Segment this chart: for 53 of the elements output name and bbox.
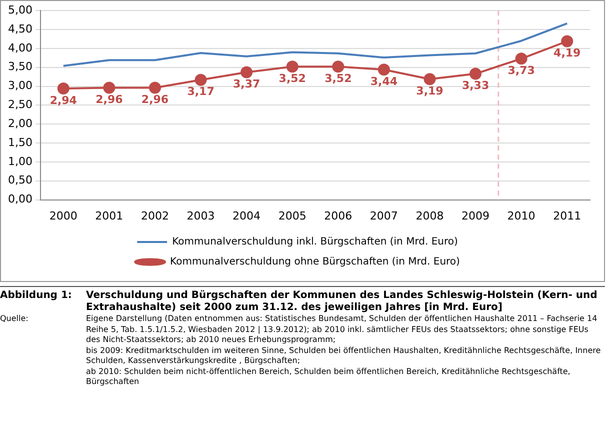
data-label: 2,96 (141, 93, 169, 106)
y-tick-label: 0,50 (8, 174, 32, 187)
y-tick-label: 4,00 (8, 41, 32, 54)
y-tick-label: 2,50 (8, 98, 32, 112)
x-tick-label: 2005 (278, 209, 306, 222)
point (103, 82, 116, 94)
x-tick-label: 2009 (462, 209, 490, 222)
legend-label: Kommunalverschuldung inkl. Bürgschaften (in Mrd. Euro) (172, 236, 458, 248)
point (470, 68, 482, 80)
data-label: 3,52 (278, 72, 306, 85)
x-tick-label: 2001 (95, 209, 124, 222)
point (332, 60, 344, 73)
data-label: 3,37 (232, 78, 260, 91)
point (515, 52, 528, 65)
x-tick-label: 2000 (49, 209, 78, 222)
y-tick-label: 3,00 (8, 79, 32, 92)
point (57, 82, 70, 95)
legend-label: Kommunalverschuldung ohne Bürgschaften (in Mrd. Euro) (170, 256, 460, 268)
data-label: 3,17 (187, 85, 214, 98)
x-tick-label: 2004 (232, 209, 261, 222)
y-tick-label: 3,50 (8, 60, 32, 74)
data-label: 3,52 (324, 72, 352, 85)
y-tick-label: 1,00 (8, 154, 32, 168)
data-label: 3,73 (508, 64, 535, 78)
y-tick-label: 1,50 (8, 136, 32, 149)
x-tick-label: 2008 (416, 209, 444, 222)
y-tick-label: 0,00 (8, 192, 32, 206)
data-label: 2,94 (50, 94, 78, 107)
data-label: 2,96 (96, 93, 124, 106)
point (148, 82, 161, 94)
x-tick-label: 2002 (140, 209, 169, 222)
text: Verschuldung und Bürgschaften der Kommunen des Landes Schleswig-Holstein (Kern- und Extrahaushalte) seit 2000 zum 31.12. des jeweiligen Jahres [in Mrd. Euro] (86, 290, 598, 314)
x-tick-label: 2003 (186, 209, 215, 222)
y-tick-label: 2,00 (8, 116, 32, 130)
point (378, 64, 390, 76)
data-label: 3,19 (416, 84, 444, 98)
x-tick-label: 2011 (553, 209, 582, 222)
point (561, 35, 574, 48)
data-label: 4,19 (554, 46, 581, 60)
x-tick-label: 2006 (324, 209, 352, 222)
data-label: 3,33 (462, 79, 490, 92)
source-note: Quelle: (0, 314, 30, 325)
point (424, 73, 436, 86)
text: Abbildung 1: (0, 290, 73, 303)
x-tick-label: 2010 (507, 209, 536, 222)
x-tick-label: 2007 (370, 209, 398, 222)
text: Eigene Darstellung (Daten entnommen aus: Statistisches Bundesamt, Schulden der öffentlichen Haushalte 2011 – Fachserie 14 Reihe 5, Tab. 1.5.1/1.5.2, Wiesbaden 2012 | 13.9.2012); ab 2010 inkl. sämtlicher FEUs des Staatssektors; ohne sonstige FEUs des Nicht-Staatssektors; ab 2010 neues Erhebungsprogramm; bis 2009: Kreditmarktschulden im weiteren Sinne, Schulden bei öffentlichen Haushalten, Kreditähnliche Rechtsgeschäfte, Innere Schulden, Kassenverstärkungskredite , Bürgschaften; ab 2010: Schulden beim nicht-öffentlichen Bereich, Schulden beim öffentlichen Bereich, Kreditähnliche Rechtsgeschäfte, Bürgschaften (86, 314, 602, 388)
point (194, 74, 207, 86)
point (240, 66, 253, 78)
y-tick-label: 5,00 (8, 3, 32, 16)
y-tick-label: 4,50 (8, 22, 32, 36)
point (286, 60, 298, 73)
data-label: 3,44 (370, 74, 398, 88)
